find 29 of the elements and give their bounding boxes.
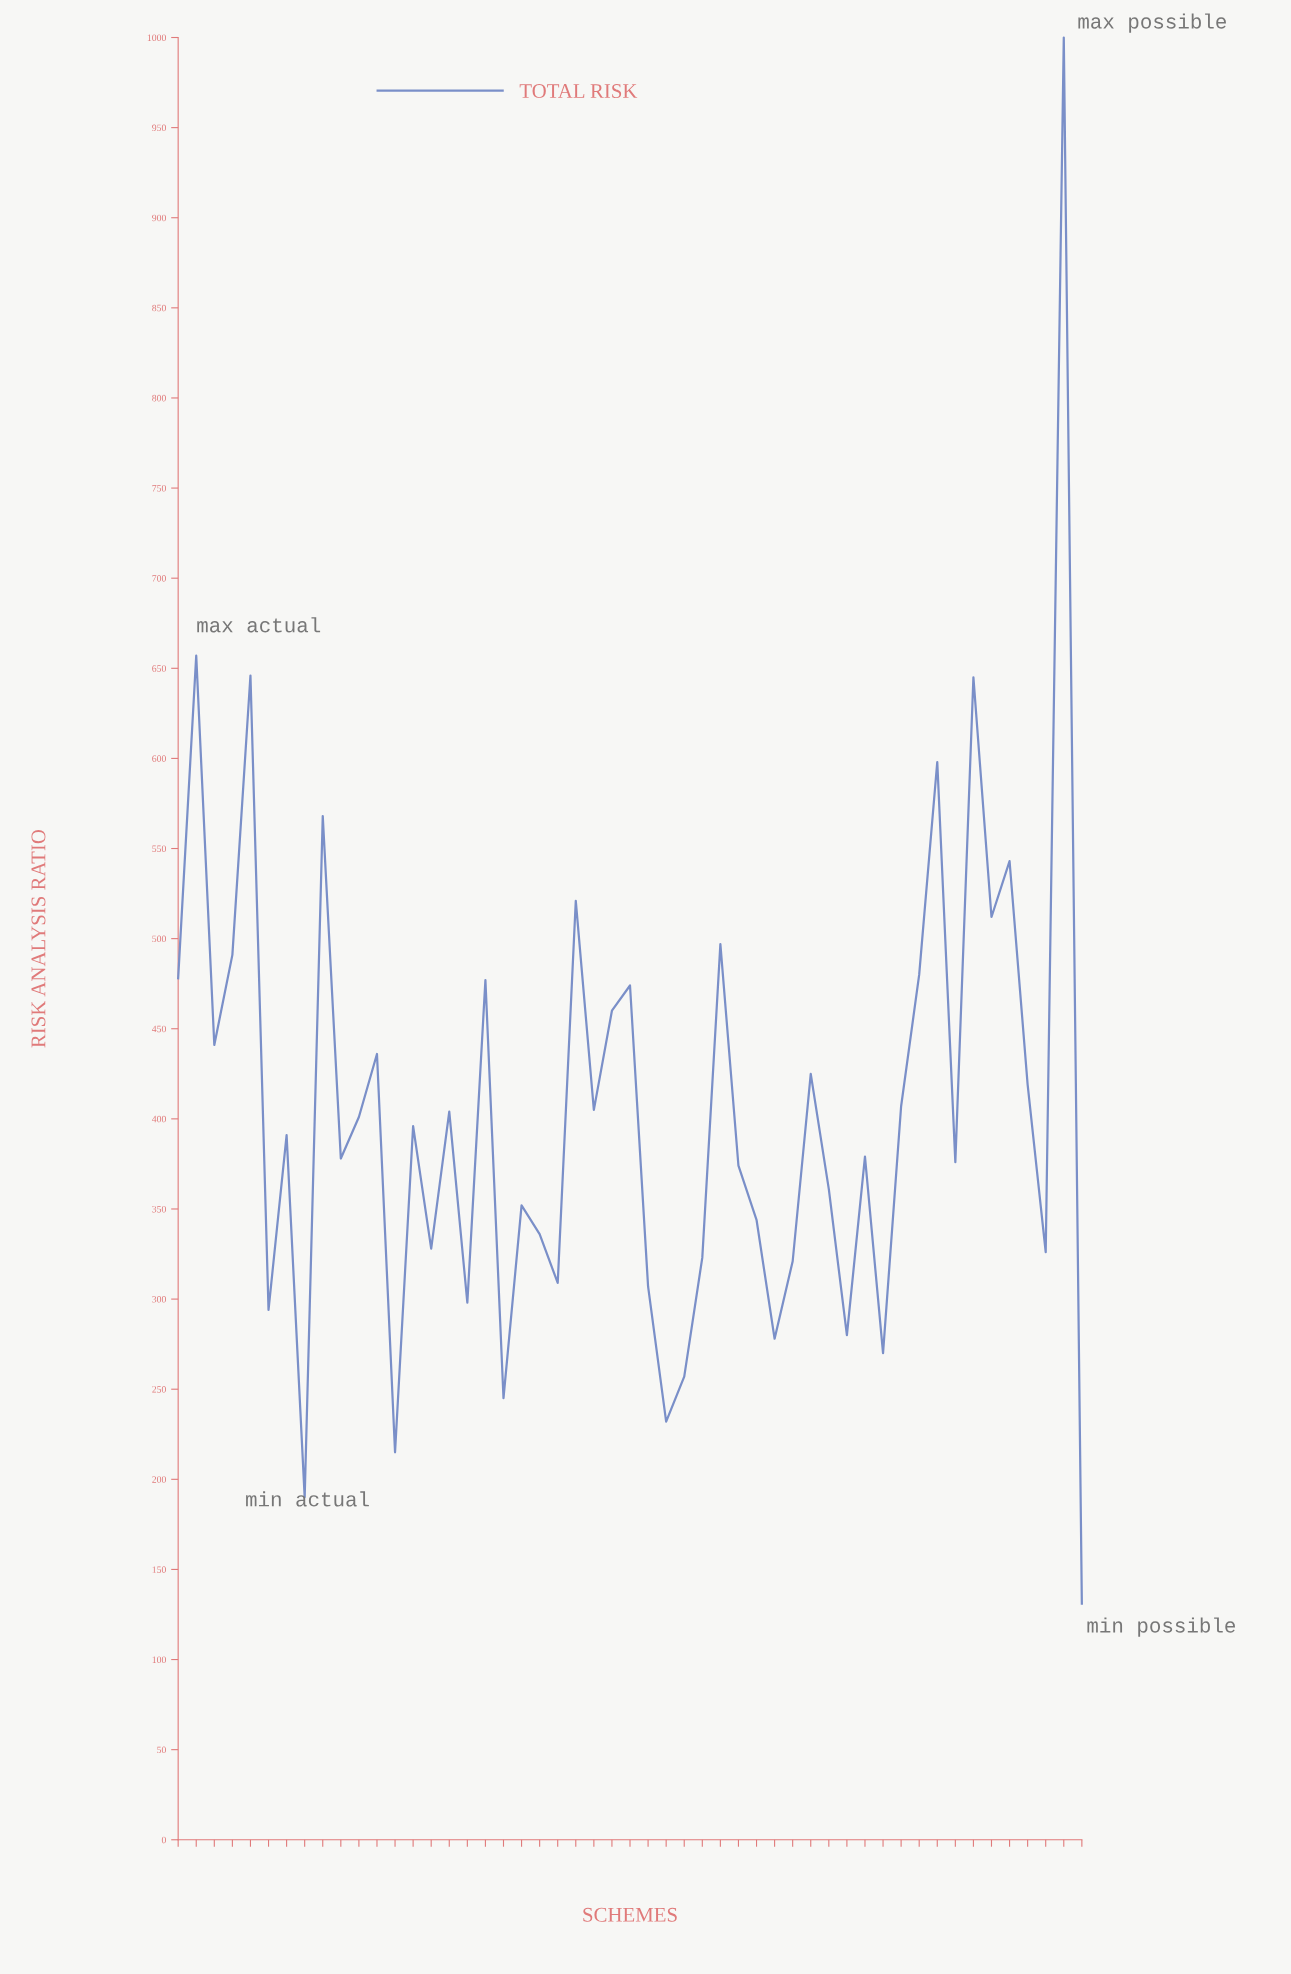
- y-tick-label: 350: [152, 1205, 166, 1213]
- line-series: [177, 36, 1083, 1605]
- y-tick-label: 850: [152, 304, 166, 312]
- y-tick-label: 200: [152, 1476, 166, 1483]
- annotation: min actual: [246, 1491, 369, 1507]
- y-tick-label: 400: [151, 1115, 166, 1123]
- x-axis-title: SCHEMES: [583, 1907, 677, 1922]
- y-tick-label: 650: [152, 665, 166, 672]
- y-tick-label: 800: [152, 394, 166, 402]
- y-tick-label: 900: [152, 214, 166, 222]
- y-tick-label: 700: [152, 575, 166, 582]
- y-tick-label: 600: [152, 755, 166, 762]
- y-tick-label: 950: [152, 124, 166, 132]
- y-tick-label: 50: [157, 1746, 166, 1754]
- y-tick-label: 150: [152, 1566, 166, 1573]
- y-tick-label: 450: [151, 1025, 166, 1033]
- text: TOTAL RISK: [519, 84, 638, 99]
- y-tick-label: 550: [152, 845, 166, 852]
- y-axis-title: RISK ANALYSIS RATIO: [31, 829, 46, 1048]
- y-tick-label: 500: [152, 935, 166, 943]
- text: max possible: [1078, 13, 1226, 33]
- y-tick-label: 100: [152, 1656, 166, 1664]
- y-tick-label: 1000: [147, 34, 166, 41]
- text: min possible: [1087, 1617, 1236, 1637]
- y-tick-label: 0: [161, 1836, 166, 1844]
- y-tick-label: 750: [152, 484, 166, 492]
- y-tick-label: 300: [152, 1296, 166, 1303]
- y-tick-label: 250: [152, 1386, 166, 1393]
- annotation: max actual: [197, 617, 321, 633]
